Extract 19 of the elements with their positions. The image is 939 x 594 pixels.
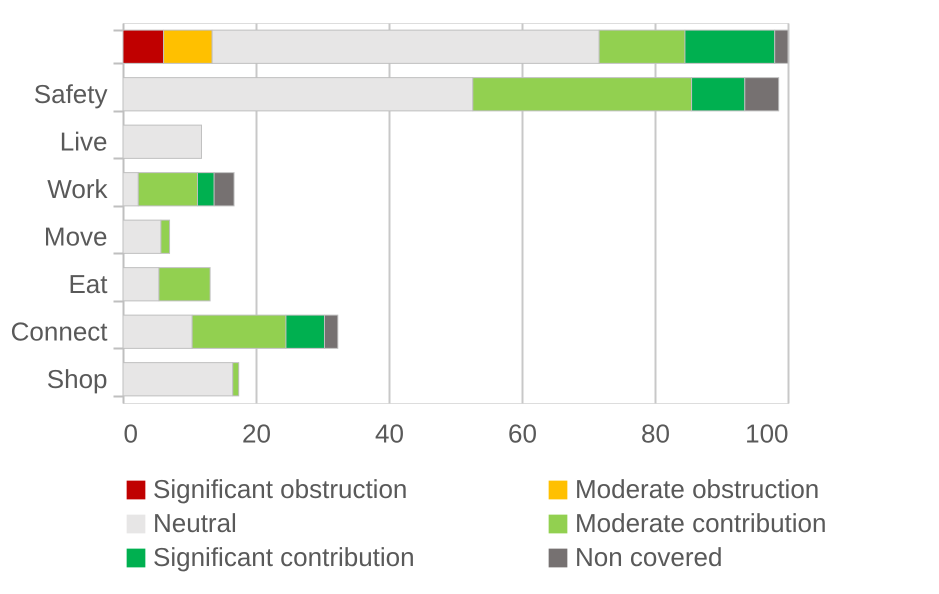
legend-label: Significant contribution [153,542,415,572]
y-tick-label: Shop [46,364,108,394]
y-tick-label: Safety [34,78,108,109]
y-tick-label: Connect [10,316,108,346]
x-tick-label: 0 [124,418,138,448]
legend-label: Non covered [575,542,722,572]
x-tick-label: 60 [508,418,537,448]
legend-label: Moderate obstruction [575,474,820,504]
y-tick-label: Move [44,221,108,252]
legend-label: Significant obstruction [153,474,408,504]
x-tick-label: 100 [745,418,788,448]
y-tick-label: Work [47,174,108,204]
y-tick-label: Live [60,126,108,156]
x-tick-label: 40 [375,418,404,448]
legend-label: Moderate contribution [575,508,826,538]
legend-label: Neutral [153,508,237,538]
y-tick-label: Eat [68,268,108,299]
x-tick-label: 20 [242,418,271,448]
x-tick-label: 80 [641,418,670,448]
